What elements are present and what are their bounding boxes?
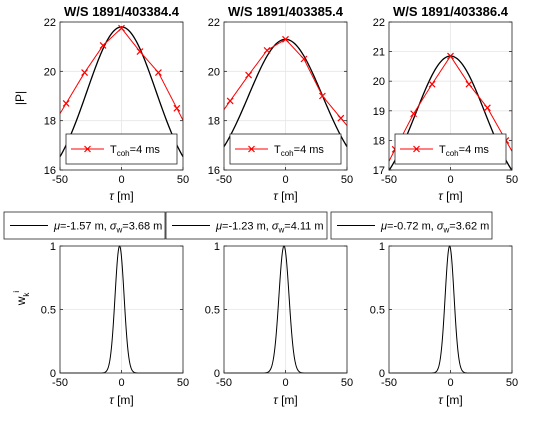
y-tick-label: 0 — [379, 368, 385, 380]
bottom-plot-2: 00.51-50 0 50τ [m] — [205, 241, 353, 407]
x-tick-label: -50 — [381, 377, 397, 389]
x-tick-label: -50 — [216, 174, 232, 186]
measured-point — [154, 69, 162, 76]
y-tick-label: 20 — [44, 66, 56, 78]
bottom-plot-3: 00.51-50 0 50τ [m] — [370, 241, 518, 407]
measured-point — [410, 110, 418, 118]
measured-point — [226, 97, 234, 105]
y-tick-label: 19 — [373, 106, 385, 118]
y-tick-label: 0 — [214, 368, 220, 380]
weights-legend-label: μ=-1.57 m, σw=3.68 m — [53, 221, 162, 235]
x-tick-label: -50 — [52, 174, 68, 186]
y-tick-label: 18 — [373, 135, 385, 147]
y-tick-label: 0.5 — [370, 305, 385, 317]
y-tick-label: 20 — [373, 76, 385, 88]
measured-point — [263, 46, 271, 54]
measured-point — [99, 42, 107, 49]
x-tick-label: 0 — [118, 377, 124, 389]
measured-point — [465, 80, 473, 88]
legend-label-measured: Tcoh=4 ms — [110, 144, 160, 158]
y-tick-label: 18 — [44, 116, 56, 128]
legend-marker — [413, 145, 420, 153]
measured-point — [81, 69, 89, 76]
x-tick-label: 0 — [282, 377, 288, 389]
measured-point — [483, 104, 491, 112]
measured-point — [337, 114, 345, 122]
y-tick-label: 22 — [373, 17, 385, 29]
y-tick-label: 1 — [379, 241, 385, 253]
y-tick-label: 16 — [208, 165, 220, 177]
x-tick-label: 50 — [506, 174, 518, 186]
measured-point — [447, 52, 454, 60]
x-axis-label: τ [m] — [438, 189, 463, 203]
x-tick-label: 50 — [506, 377, 518, 389]
top-ylabel: |P| — [13, 91, 27, 105]
measured-point — [136, 48, 144, 56]
bottom-plot-1: 00.51-50 0 50τ [m] — [41, 241, 189, 407]
x-axis-label: τ [m] — [109, 393, 134, 407]
x-tick-label: 0 — [447, 174, 453, 186]
top-plot-1: 16 18 20 22 -50 0 50 W/S 1891/403384.4 Tcoh=4 ms… — [44, 4, 189, 203]
x-tick-label: 0 — [118, 174, 124, 186]
x-tick-label: 50 — [177, 174, 189, 186]
panel-title: W/S 1891/403386.4 — [393, 4, 509, 19]
weights-legend-label: μ=-1.23 m, σw=4.11 m — [215, 221, 324, 235]
top-plot-2: 16 18 20 22 -50 0 50 W/S 1891/403385.4 Tcoh=4 ms… — [208, 4, 353, 203]
y-tick-label: 20 — [208, 66, 220, 78]
x-axis-label: τ [m] — [109, 189, 134, 203]
y-tick-label: 22 — [208, 17, 220, 29]
measured-point — [300, 55, 308, 63]
y-tick-label: 0.5 — [41, 305, 56, 317]
x-tick-label: -50 — [52, 377, 68, 389]
weights-legend-label: μ=-0.72 m, σw=3.62 m — [380, 221, 489, 235]
measured-point — [318, 92, 326, 100]
y-tick-label: 0.5 — [205, 305, 220, 317]
legend-label-measured: Tcoh=4 ms — [439, 144, 489, 158]
y-tick-label: 17 — [373, 165, 385, 177]
x-axis-label: τ [m] — [438, 393, 463, 407]
y-tick-label: 22 — [44, 17, 56, 29]
legend-marker — [84, 145, 91, 153]
x-tick-label: -50 — [381, 174, 397, 186]
legend-marker — [248, 145, 255, 153]
y-tick-label: 18 — [208, 116, 220, 128]
panel-title: W/S 1891/403384.4 — [64, 4, 180, 19]
weights-legend-3: μ=-0.72 m, σw=3.62 m — [330, 211, 493, 240]
fit-curve — [59, 26, 184, 158]
x-tick-label: 0 — [282, 174, 288, 186]
measured-point — [282, 35, 289, 43]
measured-point — [428, 80, 436, 88]
y-tick-label: 1 — [50, 241, 56, 253]
top-plot-3: 17 18 19 20 21 22 -50 0 50 W/S 1891/403386.4 Tcoh=… — [373, 4, 518, 203]
legend-label-measured: Tcoh=4 ms — [274, 144, 324, 158]
measured-point — [245, 71, 253, 79]
x-tick-label: 50 — [341, 174, 353, 186]
y-tick-label: 1 — [214, 241, 220, 253]
weights-legend-1: μ=-1.57 m, σw=3.68 m — [3, 211, 166, 240]
x-tick-label: 50 — [177, 377, 189, 389]
x-tick-label: 0 — [447, 377, 453, 389]
x-tick-label: 50 — [341, 377, 353, 389]
y-tick-label: 21 — [373, 47, 385, 59]
y-tick-label: 16 — [44, 165, 56, 177]
weights-legend-2: μ=-1.23 m, σw=4.11 m — [165, 211, 328, 240]
measured-point — [118, 24, 125, 32]
measured-point — [62, 99, 70, 107]
x-axis-label: τ [m] — [273, 189, 298, 203]
x-axis-label: τ [m] — [273, 393, 298, 407]
panel-title: W/S 1891/403385.4 — [228, 4, 344, 19]
measured-point — [173, 104, 181, 112]
y-tick-label: 0 — [50, 368, 56, 380]
x-tick-label: -50 — [216, 377, 232, 389]
bottom-ylabel: wki — [12, 291, 31, 307]
